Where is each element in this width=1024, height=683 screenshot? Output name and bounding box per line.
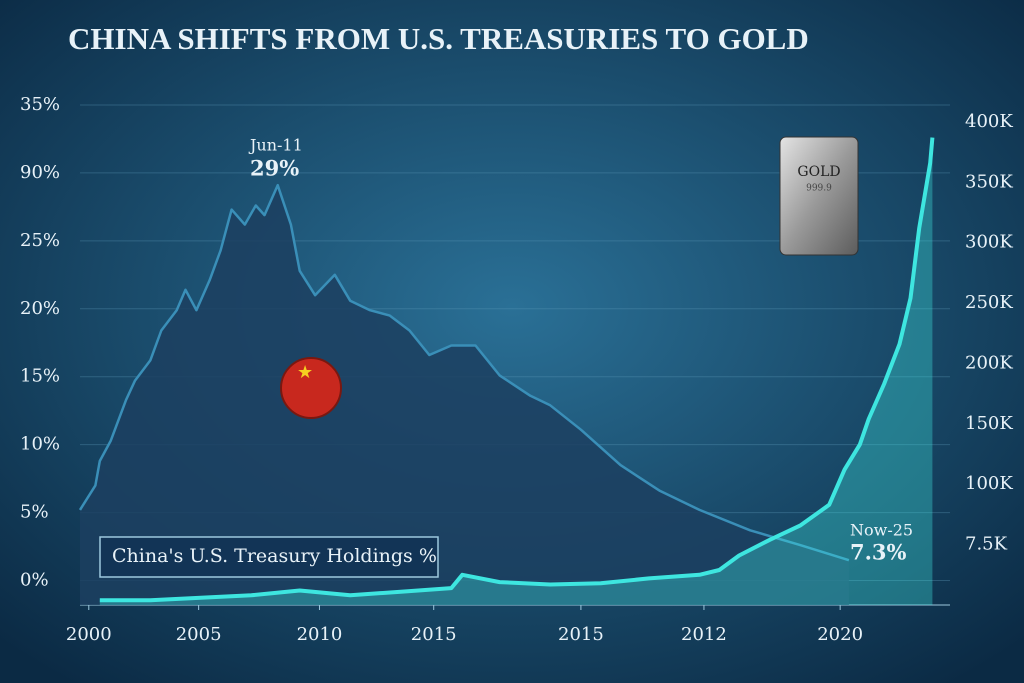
flag-star: ★ [297, 362, 313, 383]
y2-tick-label: 400K [965, 111, 1013, 132]
y-tick-label: 0% [20, 570, 49, 591]
area [99, 137, 933, 605]
y-tick-label: 20% [20, 298, 60, 319]
annotation: 29% [250, 156, 299, 181]
annotation: Jun-11 [248, 136, 303, 155]
y-tick-label: 90% [20, 162, 60, 183]
y2-tick-label: 350K [965, 171, 1013, 192]
legend-label: China's U.S. Treasury Holdings % [112, 545, 437, 567]
annotation: 7.3% [850, 540, 907, 565]
x-tick-label: 2015 [558, 624, 604, 645]
y2-tick-label: 250K [965, 292, 1013, 313]
legend-box [99, 536, 439, 578]
line [99, 137, 935, 603]
x-tick-label: 2012 [681, 624, 727, 645]
x-tick-label: 2010 [297, 624, 343, 645]
line [78, 183, 850, 562]
y2-tick-label: 150K [965, 413, 1013, 434]
annotation: 999.9 [806, 184, 832, 194]
y2-tick-label: 200K [965, 352, 1013, 373]
x-tick-label: 2020 [817, 624, 863, 645]
gold-bar [779, 136, 859, 256]
y-tick-label: 10% [20, 434, 60, 455]
china-flag [280, 357, 342, 419]
area [80, 185, 849, 605]
y-tick-label: 35% [20, 94, 60, 115]
annotation: Now-25 [850, 521, 913, 540]
y2-tick-label: 100K [965, 473, 1013, 494]
y2-tick-label: 300K [965, 232, 1013, 253]
y-tick-label: 25% [20, 230, 60, 251]
x-tick-label: 2005 [176, 624, 222, 645]
x-tick-label: 2015 [411, 624, 457, 645]
x-tick-label: 2000 [66, 624, 112, 645]
y-tick-label: 5% [20, 502, 49, 523]
y-tick-label: 15% [20, 366, 60, 387]
chart-title: CHINA SHIFTS FROM U.S. TREASURIES TO GOL… [68, 21, 809, 56]
annotation: GOLD [797, 164, 840, 180]
y2-tick-label: 7.5K [965, 534, 1008, 555]
